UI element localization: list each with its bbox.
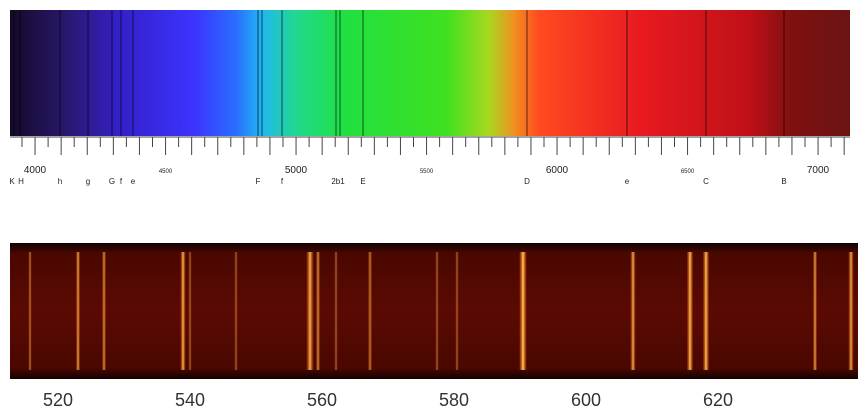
- axis-label: 560: [307, 390, 337, 410]
- emission-line: [703, 252, 709, 370]
- absorption-line: [281, 10, 283, 136]
- line-label: f: [120, 177, 123, 186]
- scale-label: 7000: [807, 165, 830, 176]
- scale-label: 6500: [681, 169, 695, 175]
- absorption-line: [626, 10, 628, 136]
- axis-label: 580: [439, 390, 469, 410]
- emission-line: [28, 252, 32, 370]
- line-label: C: [703, 177, 709, 186]
- emission-line: [687, 252, 693, 370]
- emission-line: [368, 252, 372, 370]
- emission-line: [334, 252, 338, 370]
- emission-line: [234, 252, 238, 370]
- absorption-line: [339, 10, 341, 136]
- scale-label: 6000: [546, 165, 569, 176]
- absorption-line: [120, 10, 122, 136]
- axis-label: 540: [175, 390, 205, 410]
- absorption-line: [111, 10, 113, 136]
- emission-line: [316, 252, 320, 370]
- line-label: B: [781, 177, 786, 186]
- absorption-line: [132, 10, 134, 136]
- line-label: g: [86, 177, 90, 186]
- line-label: 2b1: [331, 177, 345, 186]
- emission-spectrum: [10, 243, 858, 379]
- absorption-lines: [13, 10, 785, 136]
- absorption-line: [19, 10, 21, 136]
- line-label: f: [281, 177, 284, 186]
- emission-line: [455, 252, 459, 370]
- emission-line: [813, 252, 817, 370]
- absorption-line: [261, 10, 263, 136]
- absorption-line: [257, 10, 259, 136]
- line-label: D: [524, 177, 530, 186]
- scale-ticks: [21, 137, 845, 155]
- line-label: G: [109, 177, 115, 186]
- absorption-line: [335, 10, 337, 136]
- emission-line: [848, 252, 854, 370]
- absorption-line: [87, 10, 89, 136]
- emission-line: [306, 252, 314, 370]
- line-label: h: [58, 177, 62, 186]
- emission-line: [435, 252, 439, 370]
- scale-label: 4000: [24, 165, 47, 176]
- line-label: e: [131, 177, 136, 186]
- absorption-line: [526, 10, 528, 136]
- emission-line: [102, 252, 106, 370]
- emission-line: [188, 252, 192, 370]
- scale-label: 5500: [420, 169, 434, 175]
- emission-lines: [28, 252, 854, 370]
- axis-label: 520: [43, 390, 73, 410]
- line-label: E: [360, 177, 365, 186]
- absorption-line: [362, 10, 364, 136]
- absorption-line: [59, 10, 61, 136]
- absorption-line: [783, 10, 785, 136]
- emission-axis-labels: 520 540 560 580 600 620: [43, 390, 733, 410]
- axis-label: 620: [703, 390, 733, 410]
- absorption-line: [13, 10, 15, 136]
- line-label: e: [625, 177, 630, 186]
- emission-line: [180, 252, 186, 370]
- solar-spectrum: [10, 10, 850, 136]
- scale-label: 5000: [285, 165, 308, 176]
- line-label: K: [9, 177, 15, 186]
- absorption-line: [705, 10, 707, 136]
- line-label: H: [18, 177, 24, 186]
- scale-label: 4500: [159, 169, 173, 175]
- emission-line: [630, 252, 636, 370]
- axis-label: 600: [571, 390, 601, 410]
- line-label: F: [256, 177, 261, 186]
- emission-line: [76, 252, 80, 370]
- emission-line: [519, 252, 527, 370]
